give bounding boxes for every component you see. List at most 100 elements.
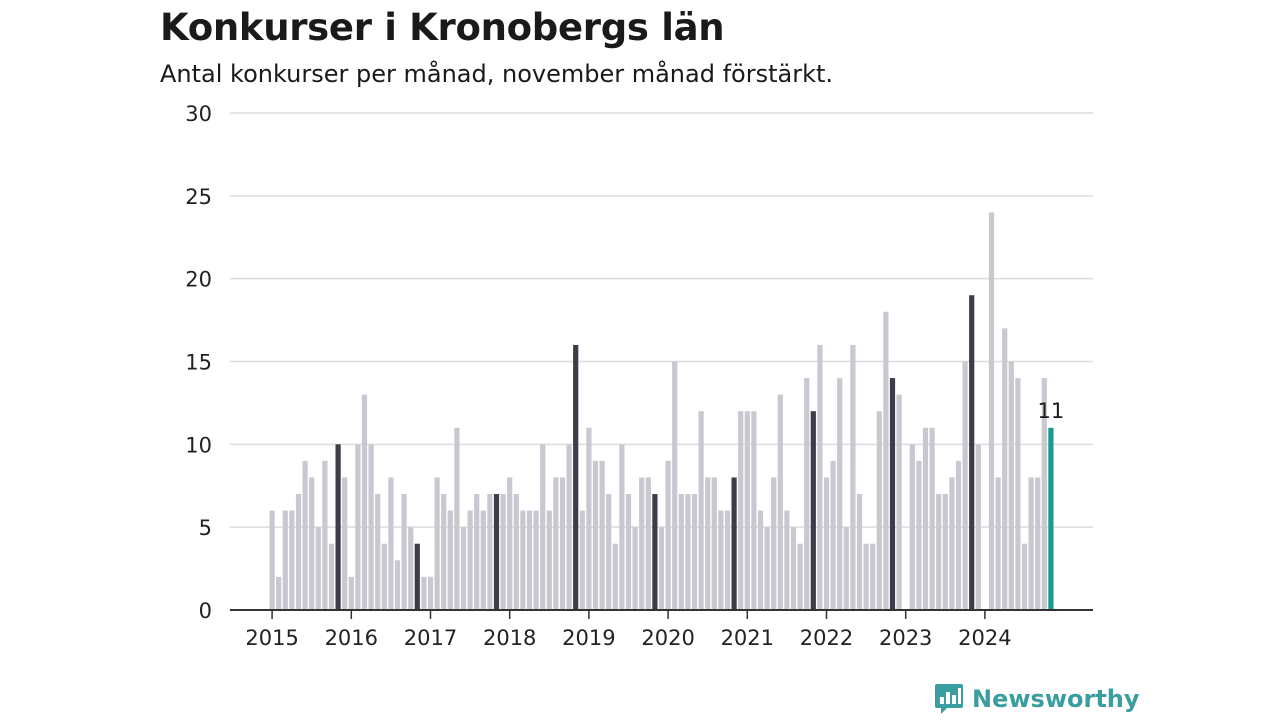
newsworthy-logo-icon — [935, 684, 963, 714]
bar — [381, 543, 387, 610]
bar — [355, 444, 361, 610]
bar — [863, 543, 869, 610]
bar — [823, 477, 830, 610]
bar — [573, 344, 579, 610]
bar — [421, 576, 427, 610]
x-tick-label: 2017 — [404, 626, 457, 650]
labels: 0 5 10 15 20 25 30 11 2015 2016 2017 2018 2019 2020 20… — [185, 102, 1064, 650]
bar — [302, 460, 308, 610]
x-tick-label: 2023 — [879, 626, 932, 650]
bar — [929, 427, 935, 610]
y-tick-label: 30 — [185, 102, 212, 126]
bar — [1048, 427, 1054, 610]
y-tick-label: 0 — [199, 599, 212, 623]
bar — [289, 510, 295, 610]
bar — [328, 543, 335, 610]
bar — [441, 494, 447, 610]
bar — [1008, 361, 1014, 610]
bar — [1015, 378, 1021, 610]
y-tick-label: 5 — [199, 516, 212, 540]
bar — [995, 477, 1001, 610]
bar — [718, 510, 724, 610]
bar — [348, 576, 354, 610]
bar — [922, 427, 929, 610]
bar — [295, 494, 302, 610]
brand-logo: Newsworthy — [934, 682, 1140, 716]
bar — [652, 494, 658, 610]
bar — [1021, 543, 1028, 610]
bar — [942, 494, 948, 610]
bar — [639, 477, 645, 610]
bar — [1035, 477, 1041, 610]
bar — [586, 427, 592, 610]
x-tick-label: 2022 — [800, 626, 853, 650]
bar — [936, 494, 942, 610]
bar — [870, 543, 876, 610]
y-tick-label: 25 — [185, 185, 212, 209]
bar — [896, 394, 902, 610]
bar — [401, 494, 407, 610]
bar — [705, 477, 711, 610]
bar — [408, 527, 414, 610]
bar — [790, 527, 797, 610]
bar — [606, 494, 612, 610]
bar — [665, 460, 671, 610]
bar — [843, 527, 849, 610]
x-tick-label: 2019 — [562, 626, 615, 650]
bar — [625, 494, 632, 610]
bar — [559, 477, 566, 610]
bar — [883, 311, 889, 610]
bar — [975, 444, 981, 610]
bar — [804, 378, 810, 610]
bar — [645, 477, 651, 610]
bar — [553, 477, 559, 610]
bar — [487, 494, 493, 610]
bar — [955, 460, 962, 610]
bar — [322, 460, 328, 610]
bar — [672, 361, 678, 610]
axes — [230, 609, 1093, 619]
bar — [1002, 328, 1008, 610]
bar — [744, 411, 750, 610]
x-tick-label: 2016 — [325, 626, 378, 650]
brand-name: Newsworthy — [972, 685, 1140, 713]
bar — [632, 527, 638, 610]
bar — [969, 295, 975, 610]
bar — [454, 427, 460, 610]
x-tick-label: 2015 — [245, 626, 298, 650]
x-tick-label: 2020 — [641, 626, 694, 650]
bar — [507, 477, 513, 610]
y-tick-label: 20 — [185, 268, 212, 292]
bar — [388, 477, 394, 610]
bar — [434, 477, 440, 610]
bar — [837, 378, 843, 610]
bar — [830, 460, 836, 610]
bar — [315, 527, 321, 610]
bar — [751, 411, 757, 610]
bars — [269, 212, 1054, 610]
bar — [909, 444, 915, 610]
bar — [738, 411, 744, 610]
bar — [282, 510, 288, 610]
bar — [368, 444, 374, 610]
bar — [949, 477, 955, 610]
bar — [731, 477, 737, 610]
bar — [447, 510, 453, 610]
bar — [711, 477, 717, 610]
x-tick-label: 2024 — [958, 626, 1011, 650]
y-tick-label: 10 — [185, 433, 212, 457]
chart-title: Konkurser i Kronobergs län — [160, 6, 725, 49]
bar — [342, 477, 348, 610]
bar — [889, 378, 896, 610]
bar — [533, 510, 539, 610]
bar — [467, 510, 473, 610]
bar — [876, 411, 882, 610]
bar — [276, 576, 282, 610]
bar — [771, 477, 777, 610]
bar — [691, 494, 698, 610]
bar — [850, 344, 856, 610]
bar — [678, 494, 684, 610]
bar — [1028, 477, 1034, 610]
bar — [375, 494, 381, 610]
